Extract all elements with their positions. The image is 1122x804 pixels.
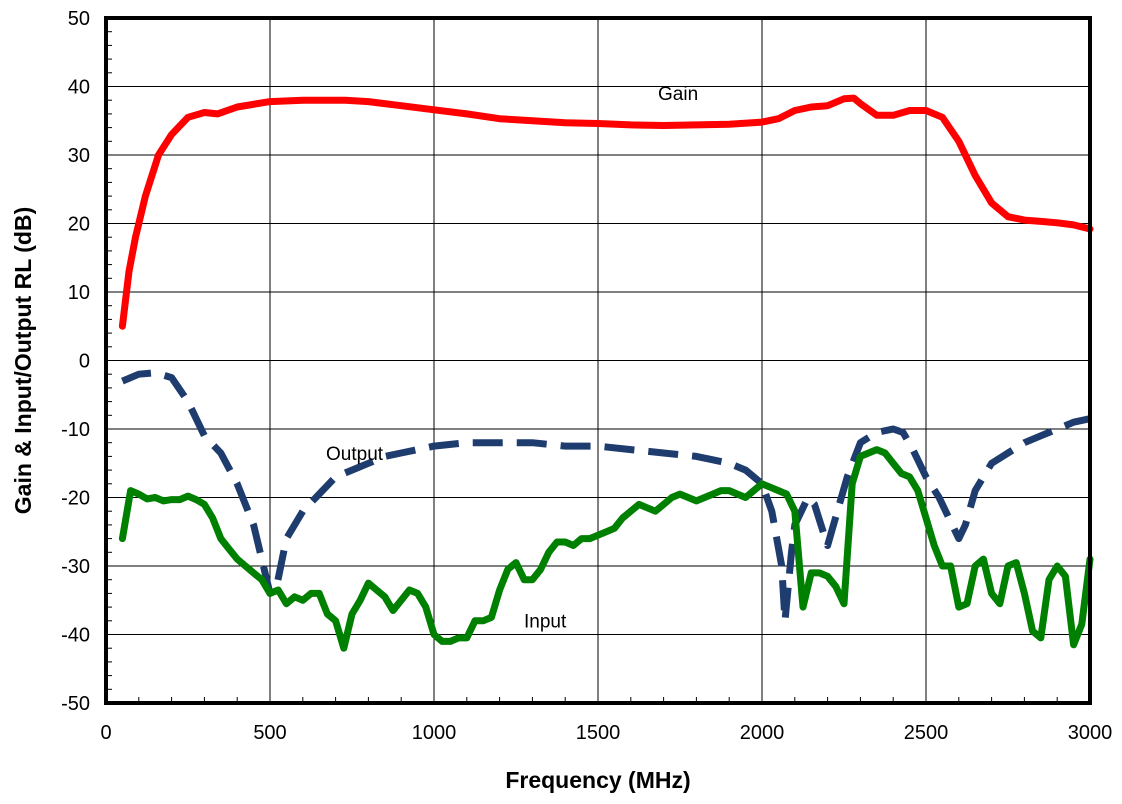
y-tick-label: -20: [61, 488, 90, 510]
x-tick-label: 3000: [1068, 722, 1113, 744]
tick-labels: 0 500 1000 1500 2000 2500 3000 -50 -40 -30 -20 -10 0…: [61, 8, 1112, 744]
y-axis-title: Gain & Input/Output RL (dB): [10, 207, 36, 514]
series-annotations: Gain Output Input: [326, 84, 698, 632]
x-tick-label: 1000: [412, 722, 457, 744]
plot-area-frame: [104, 16, 1092, 705]
y-tick-label: -30: [61, 556, 90, 578]
y-tick-label: 30: [68, 145, 90, 167]
x-axis-title: Frequency (MHz): [505, 767, 690, 793]
series-label-input: Input: [524, 612, 567, 633]
y-tick-label: 20: [68, 214, 90, 236]
y-tick-label: -50: [61, 693, 90, 715]
y-tick-label: 40: [68, 77, 90, 99]
y-tick-label: 10: [68, 282, 90, 304]
y-tick-label: -10: [61, 419, 90, 441]
series-label-output: Output: [326, 444, 384, 465]
x-tick-label: 500: [253, 722, 286, 744]
y-tick-label: 0: [79, 351, 90, 373]
series-line-output: [121, 369, 1091, 625]
x-tick-label: 1500: [576, 722, 621, 744]
x-tick-label: 0: [100, 722, 111, 744]
x-tick-label: 2500: [904, 722, 949, 744]
y-tick-label: 50: [68, 8, 90, 30]
series-line-input: [118, 446, 1094, 652]
x-tick-label: 2000: [740, 722, 785, 744]
series-layer: [118, 94, 1094, 652]
y-tick-label: -40: [61, 625, 90, 647]
series-line-gain: [118, 94, 1094, 330]
series-label-gain: Gain: [658, 84, 698, 105]
